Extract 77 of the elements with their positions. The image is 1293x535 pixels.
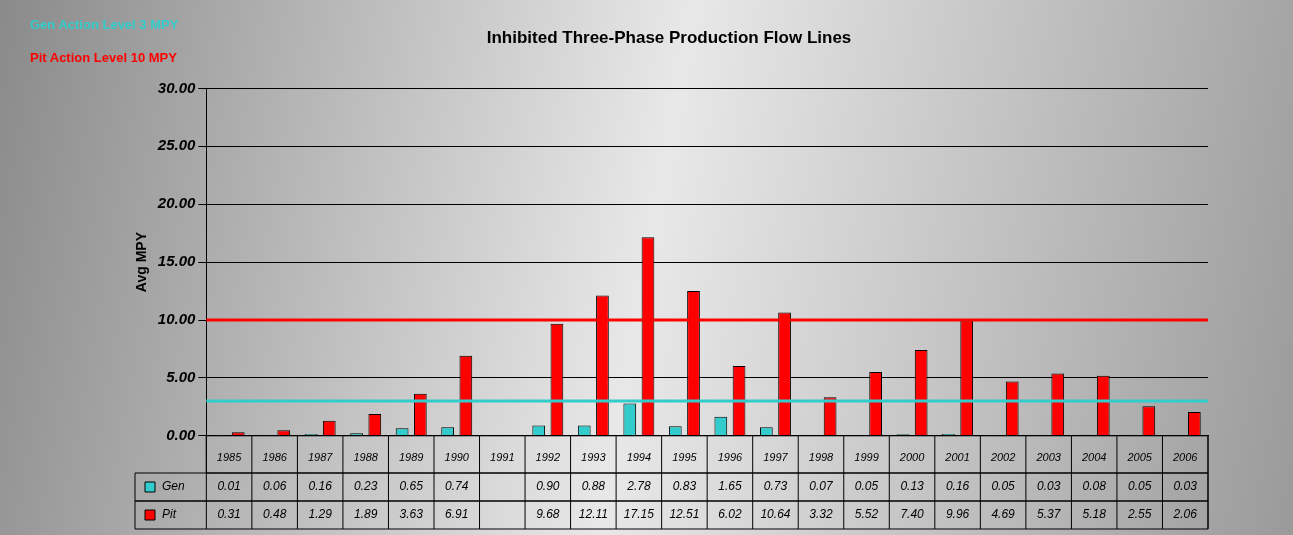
data-label: 5.37 <box>1036 507 1062 522</box>
data-label: 0.05 <box>991 479 1016 494</box>
data-label: 0.65 <box>399 479 424 494</box>
data-label: 0.73 <box>763 479 788 494</box>
data-label: 0.08 <box>1082 479 1107 494</box>
x-tick-label: 1989 <box>398 451 424 464</box>
data-label: 2.78 <box>626 479 651 494</box>
data-label: 6.91 <box>445 507 469 522</box>
ref-line-label: Gen Action Level 3 MPY <box>30 16 179 32</box>
legend-label: Pit <box>162 507 177 522</box>
data-label: 0.07 <box>809 479 834 494</box>
data-label: 9.96 <box>945 507 970 522</box>
data-label: 0.05 <box>1128 479 1152 494</box>
data-label: 6.02 <box>718 507 742 522</box>
x-tick-label: 1995 <box>672 451 698 464</box>
data-label: 0.90 <box>536 479 560 494</box>
x-tick-label: 2002 <box>989 451 1016 464</box>
data-label: 2.06 <box>1172 507 1198 522</box>
data-label: 1.65 <box>718 479 742 494</box>
data-label: 17.15 <box>623 507 655 522</box>
data-label: 10.64 <box>760 507 791 522</box>
data-label: 0.16 <box>945 479 970 494</box>
data-label: 0.83 <box>672 479 697 494</box>
x-tick-label: 2006 <box>1171 451 1199 464</box>
y-tick-label: 0.00 <box>166 425 196 443</box>
x-tick-label: 2001 <box>944 451 970 464</box>
x-tick-label: 1993 <box>581 451 607 464</box>
data-label: 0.16 <box>308 479 333 494</box>
x-tick-label: 1998 <box>808 451 835 464</box>
ref-line-label: Pit Action Level 10 MPY <box>30 49 178 65</box>
x-tick-label: 2000 <box>898 451 926 464</box>
y-tick-label: 30.00 <box>157 78 196 96</box>
x-tick-label: 1988 <box>353 451 379 464</box>
x-tick-label: 1991 <box>490 451 515 464</box>
data-label: 7.40 <box>900 507 925 522</box>
x-tick-label: 1997 <box>763 451 789 464</box>
legend-label: Gen <box>162 479 186 494</box>
y-axis-title: Avg MPY <box>133 231 150 293</box>
data-label: 3.63 <box>399 507 424 522</box>
x-tick-label: 1992 <box>535 451 561 464</box>
data-label: 5.52 <box>854 507 879 522</box>
data-label: 2.55 <box>1127 507 1152 522</box>
data-label: 0.05 <box>854 479 879 494</box>
data-label: 0.03 <box>1036 479 1061 494</box>
data-label: 5.18 <box>1082 507 1107 522</box>
data-label: 0.88 <box>581 479 606 494</box>
data-label: 1.29 <box>308 507 333 522</box>
data-label: 0.01 <box>217 479 241 494</box>
data-label: 0.03 <box>1173 479 1198 494</box>
x-tick-label: 1990 <box>444 451 470 464</box>
y-tick-label: 5.00 <box>166 368 196 386</box>
data-label: 12.11 <box>578 507 608 522</box>
data-label: 0.23 <box>354 479 378 494</box>
x-tick-label: 2004 <box>1080 451 1107 464</box>
data-label: 1.89 <box>354 507 378 522</box>
y-tick-label: 10.00 <box>157 310 196 328</box>
y-tick-label: 20.00 <box>156 194 196 212</box>
y-tick-label: 25.00 <box>156 136 196 154</box>
data-label: 0.74 <box>445 479 469 494</box>
x-tick-label: 1985 <box>216 451 243 464</box>
x-tick-label: 1987 <box>307 451 334 464</box>
x-tick-label: 1999 <box>854 451 879 464</box>
x-tick-label: 1986 <box>262 451 288 464</box>
chart-title: Inhibited Three-Phase Production Flow Lines <box>486 27 852 47</box>
x-tick-label: 2003 <box>1035 451 1062 464</box>
data-label: 0.31 <box>217 507 241 522</box>
data-label: 9.68 <box>536 507 560 522</box>
data-label: 4.69 <box>991 507 1016 522</box>
data-label: 12.51 <box>669 507 700 522</box>
x-tick-label: 2005 <box>1126 451 1153 464</box>
data-label: 0.06 <box>262 479 287 494</box>
y-tick-label: 15.00 <box>157 252 196 270</box>
data-label: 0.48 <box>262 507 287 522</box>
x-tick-label: 1996 <box>717 451 744 464</box>
x-tick-label: 1994 <box>626 451 652 464</box>
data-label: 0.13 <box>900 479 925 494</box>
data-label: 3.32 <box>809 507 833 522</box>
